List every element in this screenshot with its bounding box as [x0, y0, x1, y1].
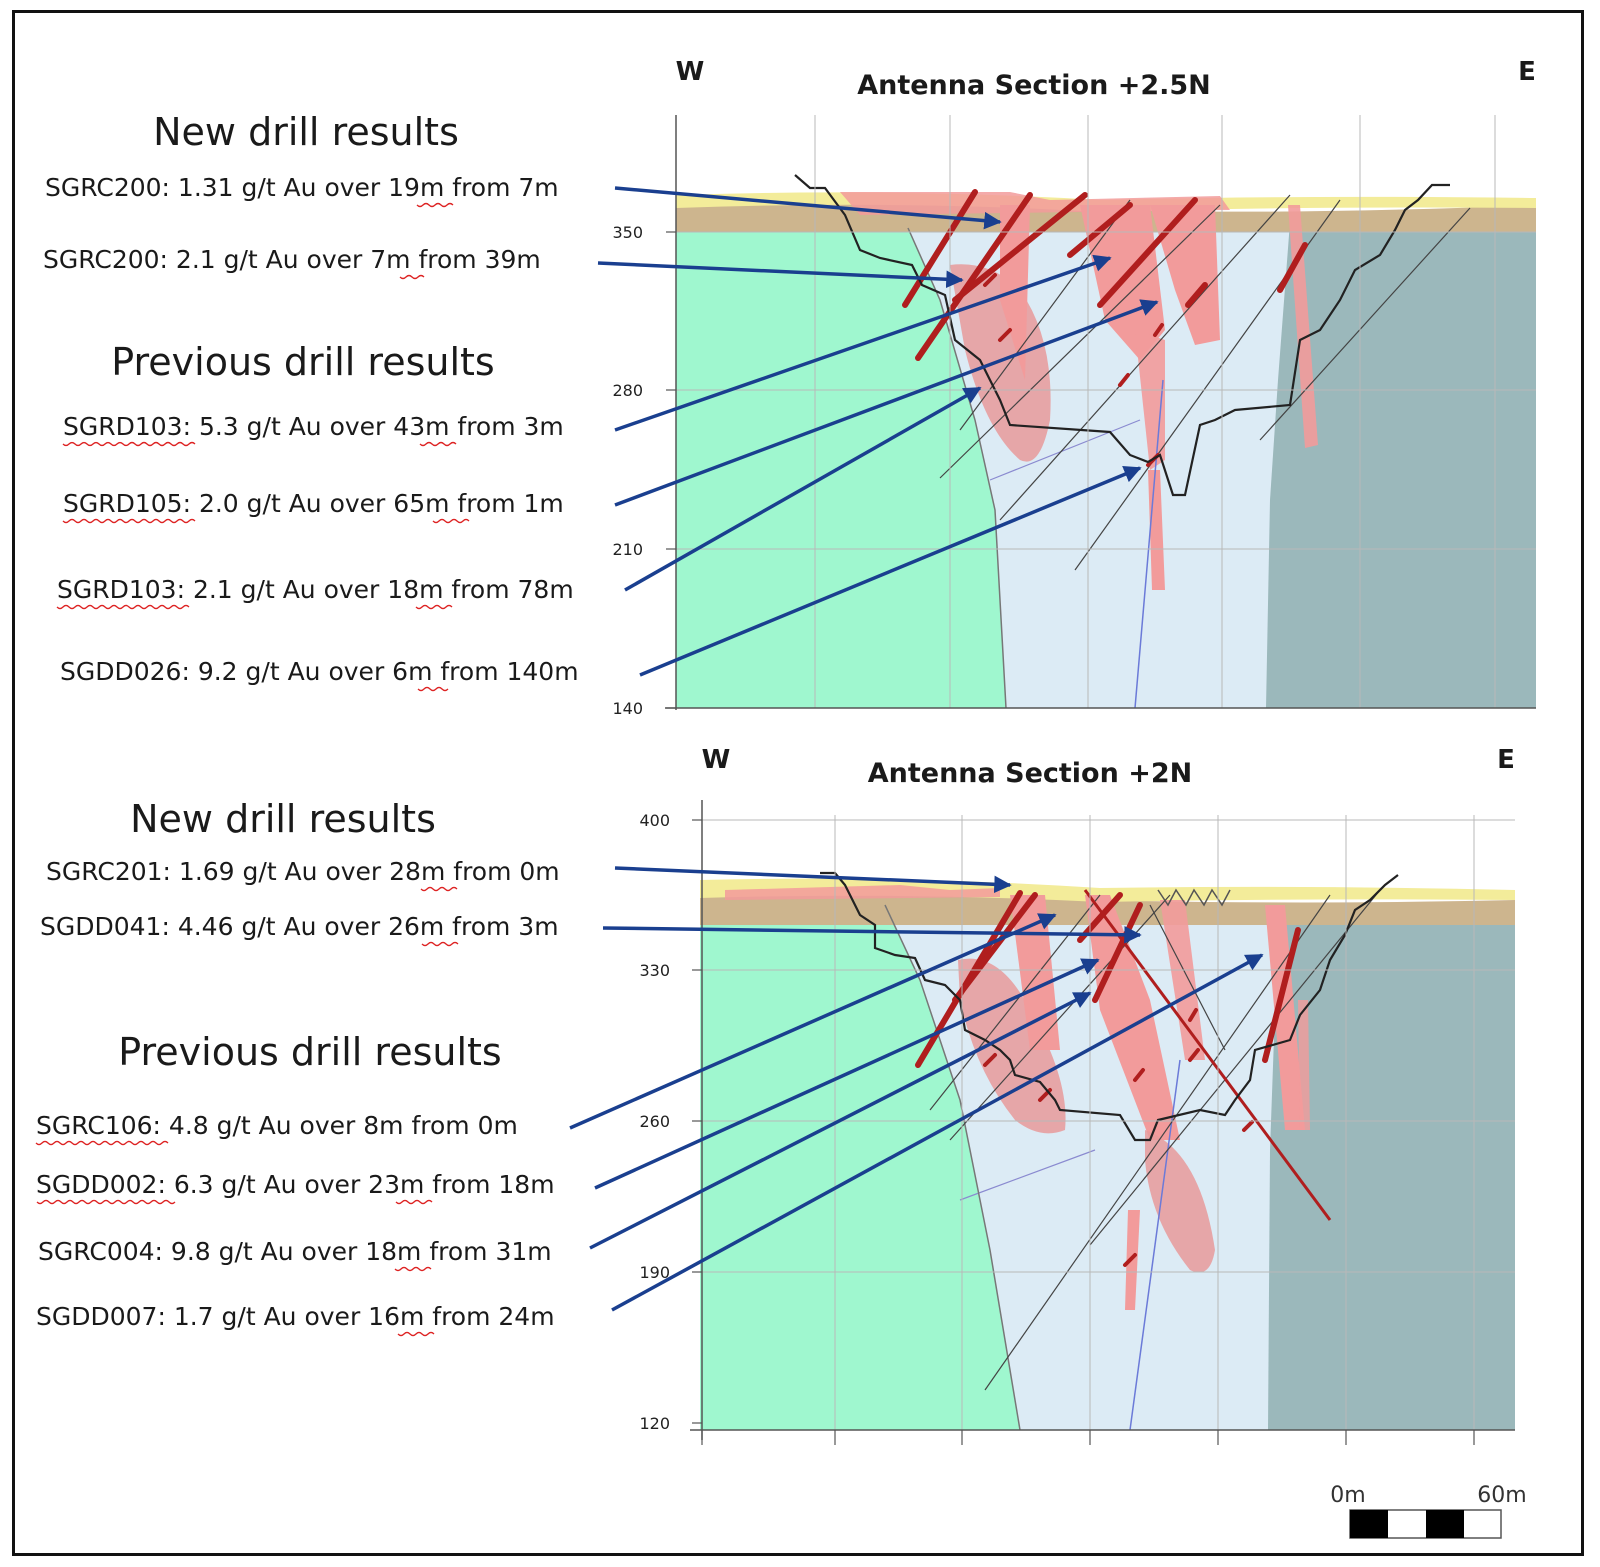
section-lower-spellcheck-marks	[35, 886, 459, 1337]
section-upper-west-label: W	[676, 57, 705, 87]
section-lower-tick-2: 260	[639, 1112, 670, 1131]
section-lower-title: Antenna Section +2N	[868, 758, 1193, 789]
section-lower: 400 330 260 190 120 Antenna Section +2N …	[35, 745, 1515, 1445]
section-upper-spellcheck-marks	[56, 202, 470, 692]
section-upper-previous-result-0: SGRD103: 5.3 g/t Au over 43m from 3m	[63, 412, 564, 441]
section-upper-new-result-1: SGRC200: 2.1 g/t Au over 7m from 39m	[43, 245, 541, 274]
section-upper-grid	[676, 115, 1536, 708]
section-upper-title: Antenna Section +2.5N	[857, 70, 1211, 101]
section-upper-previous-header: Previous drill results	[111, 340, 494, 384]
section-lower-tick-0: 400	[639, 811, 670, 830]
section-lower-previous-result-1: SGDD002: 6.3 g/t Au over 23m from 18m	[36, 1170, 555, 1199]
scale-bar-start-label: 0m	[1330, 1483, 1365, 1508]
figure-frame	[12, 10, 1584, 1556]
scale-bar-end-label: 60m	[1477, 1483, 1526, 1508]
section-lower-tick-4: 120	[639, 1414, 670, 1433]
section-upper-tick-0: 350	[612, 223, 643, 242]
section-upper-arrows	[597, 186, 1159, 677]
section-lower-tick-1: 330	[639, 961, 670, 980]
section-upper-tick-1: 280	[612, 381, 643, 400]
section-lower-previous-header: Previous drill results	[118, 1030, 501, 1074]
section-lower-new-header: New drill results	[130, 797, 436, 841]
section-lower-arrows	[569, 866, 1264, 1312]
section-lower-west-label: W	[702, 745, 731, 775]
section-lower-new-result-1: SGDD041: 4.46 g/t Au over 26m from 3m	[40, 912, 559, 941]
section-lower-geology	[700, 871, 1515, 1431]
section-lower-previous-result-2: SGRC004: 9.8 g/t Au over 18m from 31m	[38, 1237, 552, 1266]
section-lower-previous-result-0: SGRC106: 4.8 g/t Au over 8m from 0m	[36, 1111, 518, 1140]
section-lower-new-result-0: SGRC201: 1.69 g/t Au over 28m from 0m	[46, 857, 560, 886]
section-upper-tick-3: 140	[612, 699, 643, 718]
section-upper-geology	[676, 174, 1536, 709]
section-upper-previous-result-3: SGDD026: 9.2 g/t Au over 6m from 140m	[60, 657, 579, 686]
scale-bar: 0m 60m	[1330, 1483, 1527, 1539]
section-upper-previous-result-1: SGRD105: 2.0 g/t Au over 65m from 1m	[63, 489, 564, 518]
section-upper-new-header: New drill results	[153, 110, 459, 154]
section-lower-east-label: E	[1497, 745, 1515, 775]
section-lower-tick-3: 190	[639, 1263, 670, 1282]
section-upper: 350 280 210 140 Antenna Section +2.5N W …	[43, 57, 1536, 718]
section-upper-new-result-0: SGRC200: 1.31 g/t Au over 19m from 7m	[45, 173, 559, 202]
section-upper-east-label: E	[1518, 57, 1536, 87]
section-lower-grid	[700, 815, 1515, 1430]
section-lower-previous-result-3: SGDD007: 1.7 g/t Au over 16m from 24m	[36, 1302, 555, 1331]
section-upper-tick-2: 210	[612, 540, 643, 559]
section-upper-previous-result-2: SGRD103: 2.1 g/t Au over 18m from 78m	[57, 575, 574, 604]
